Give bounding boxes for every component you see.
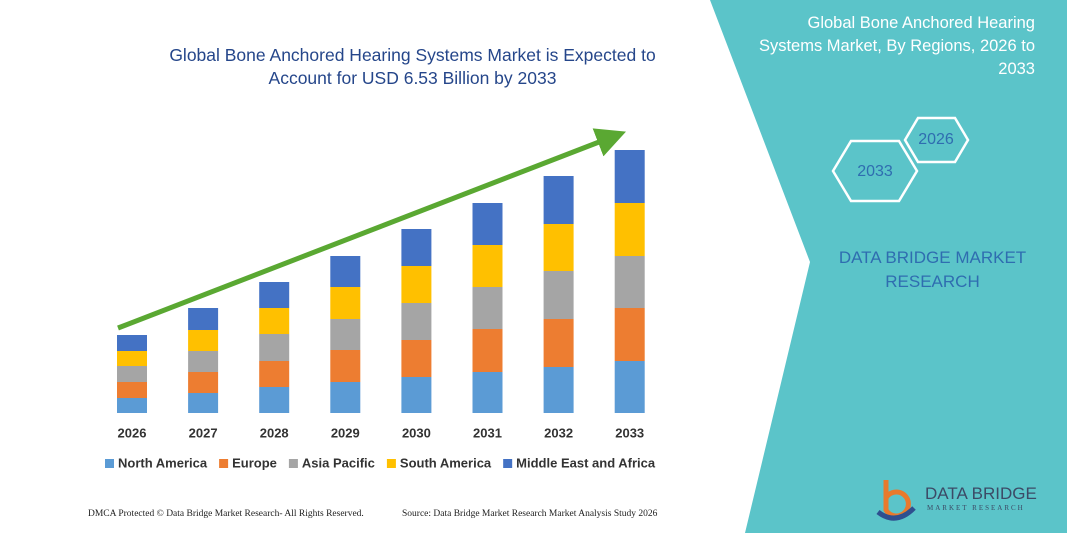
bar-segment bbox=[188, 351, 219, 372]
hexagon-label: 2033 bbox=[857, 163, 893, 180]
trend-arrow bbox=[117, 128, 626, 331]
x-tick-label: 2026 bbox=[118, 425, 147, 440]
side-brand: DATA BRIDGE MARKET RESEARCH bbox=[838, 248, 1027, 291]
legend-label: Europe bbox=[232, 455, 277, 470]
bar-segment bbox=[259, 387, 290, 413]
legend-label: Asia Pacific bbox=[302, 455, 375, 470]
bar-segment bbox=[614, 308, 645, 361]
bar-segment bbox=[401, 229, 432, 266]
plot: 2026 2027 2028 2029 2030 2031 2032 2033 North Am… bbox=[105, 150, 656, 470]
bar-segment bbox=[330, 382, 361, 413]
bar-segment bbox=[188, 330, 219, 351]
legend-swatch bbox=[105, 459, 114, 468]
bar-segment bbox=[330, 319, 361, 350]
legend-label: North America bbox=[118, 455, 208, 470]
bar-segment bbox=[472, 245, 503, 287]
x-tick-label: 2030 bbox=[402, 425, 431, 440]
bar-segment bbox=[472, 372, 503, 413]
bar-segment bbox=[117, 382, 147, 398]
bar-segment bbox=[259, 308, 290, 334]
bar-segment bbox=[472, 329, 503, 372]
bar-segment bbox=[330, 287, 361, 319]
legend-swatch bbox=[219, 459, 229, 468]
bar-segment bbox=[117, 335, 147, 351]
hexagon bbox=[831, 139, 919, 203]
bar-segment bbox=[543, 367, 574, 413]
bar-segment bbox=[401, 377, 432, 413]
bar-segment bbox=[543, 271, 574, 319]
bar-segment bbox=[543, 319, 574, 367]
legend-label: Middle East and Africa bbox=[516, 455, 656, 470]
x-tick-label: 2028 bbox=[260, 425, 289, 440]
side-title: Global Bone Anchored Hearing Systems Mar… bbox=[758, 14, 1035, 78]
x-tick-label: 2032 bbox=[544, 425, 573, 440]
legend-label: South America bbox=[400, 455, 492, 470]
footer-text: DMCA Protected © Data Bridge Market Rese… bbox=[88, 509, 364, 519]
hexagon-label: 2026 bbox=[918, 131, 954, 148]
bar-segment bbox=[614, 150, 645, 203]
bar-segment bbox=[543, 224, 574, 271]
chart-title: Global Bone Anchored Hearing Systems Mar… bbox=[169, 45, 656, 88]
bar-segment bbox=[401, 340, 432, 377]
bar-segment bbox=[259, 282, 290, 308]
legend-swatch bbox=[288, 459, 298, 468]
legend-swatch bbox=[503, 459, 513, 468]
bar-segment bbox=[472, 287, 503, 329]
bar-segment bbox=[188, 308, 219, 330]
bar-segment bbox=[188, 393, 219, 413]
footer-text: Source: Data Bridge Market Research Mark… bbox=[402, 509, 658, 519]
bar-segment bbox=[330, 256, 361, 287]
bar-segment bbox=[614, 256, 645, 308]
bar-segment bbox=[117, 351, 147, 366]
logo-name: DATA BRIDGE bbox=[925, 484, 1037, 503]
legend-swatch bbox=[386, 459, 396, 468]
hexagon bbox=[903, 116, 970, 164]
x-tick-label: 2031 bbox=[473, 425, 502, 440]
bar-segment bbox=[401, 303, 432, 340]
side-panel-bg bbox=[710, 0, 1067, 533]
bar-segment bbox=[614, 361, 645, 413]
bar-segment bbox=[614, 203, 645, 256]
bar-segment bbox=[117, 398, 147, 413]
bar-segment bbox=[259, 334, 290, 361]
logo-subtitle: MARKET RESEARCH bbox=[927, 504, 1025, 512]
bar-segment bbox=[543, 176, 574, 224]
bar-segment bbox=[472, 203, 503, 245]
logo-icon bbox=[876, 480, 916, 521]
bar-segment bbox=[330, 350, 361, 382]
x-tick-label: 2033 bbox=[615, 425, 644, 440]
bar-segment bbox=[259, 361, 290, 387]
x-tick-label: 2027 bbox=[189, 425, 218, 440]
bar-segment bbox=[188, 372, 219, 393]
x-tick-label: 2029 bbox=[331, 425, 360, 440]
bar-segment bbox=[117, 366, 147, 382]
bar-segment bbox=[401, 266, 432, 303]
